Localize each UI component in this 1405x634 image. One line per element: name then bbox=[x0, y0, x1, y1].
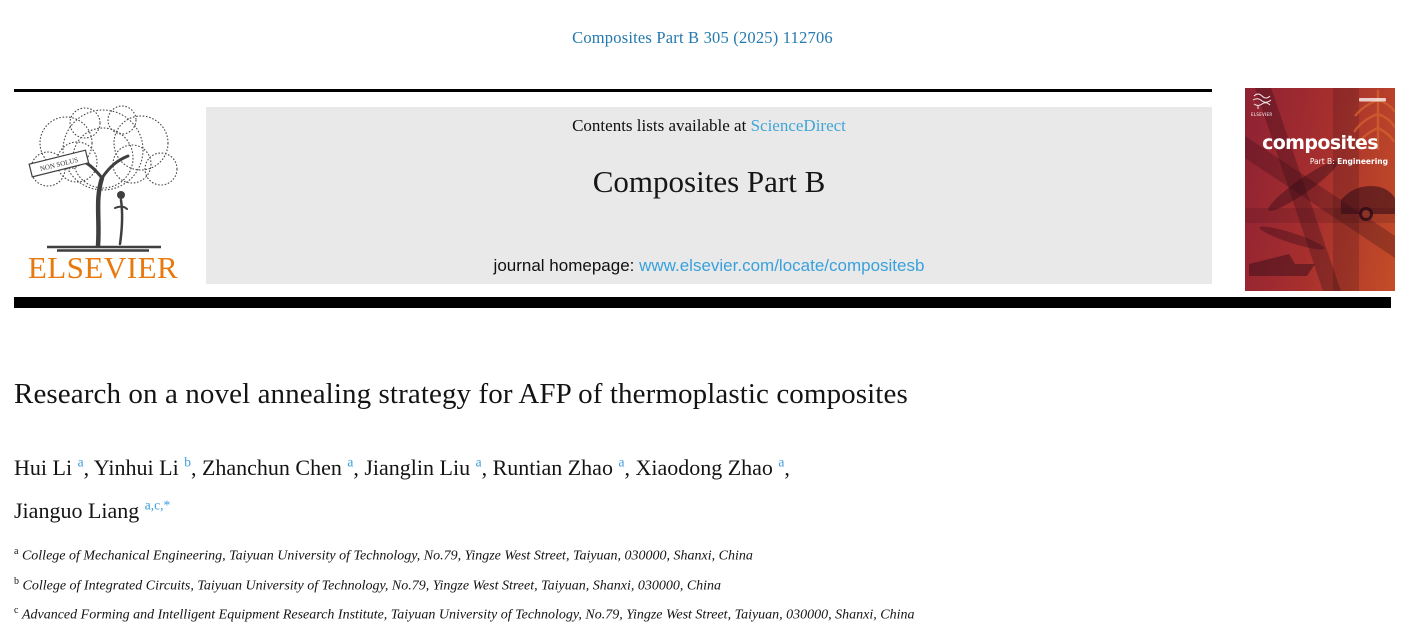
masthead-divider-rule bbox=[14, 297, 1391, 308]
affiliation-text: College of Integrated Circuits, Taiyuan … bbox=[22, 578, 722, 594]
author: Jianguo Liang a,c,* bbox=[14, 497, 171, 523]
journal-title: Composites Part B bbox=[592, 164, 826, 199]
author-affiliation-sup[interactable]: a bbox=[347, 455, 354, 470]
author-affiliation-sup[interactable]: a bbox=[778, 455, 785, 470]
journal-masthead: Contents lists available at ScienceDirec… bbox=[206, 107, 1212, 284]
author-affiliation-sup[interactable]: a bbox=[77, 455, 84, 470]
cover-journal-title: composites bbox=[1262, 132, 1378, 154]
affiliation: a College of Mechanical Engineering, Tai… bbox=[14, 539, 915, 569]
authors-line-1: Hui Li a, Yinhui Li b, Zhanchun Chen a, … bbox=[14, 455, 790, 481]
cover-art bbox=[1245, 88, 1395, 291]
cover-elsevier-mark: ELSEVIER bbox=[1251, 112, 1273, 117]
author-affiliation-sup[interactable]: a,c,* bbox=[144, 497, 171, 513]
affiliation-text: College of Mechanical Engineering, Taiyu… bbox=[21, 548, 753, 564]
journal-citation-link[interactable]: Composites Part B 305 (2025) 112706 bbox=[572, 28, 833, 47]
affiliation-text: Advanced Forming and Intelligent Equipme… bbox=[21, 607, 915, 623]
affiliation-sup: a bbox=[14, 546, 19, 557]
author-list: Hui Li a, Yinhui Li b, Zhanchun Chen a, … bbox=[14, 444, 790, 529]
authors-line-2: Jianguo Liang a,c,* bbox=[14, 486, 790, 528]
affiliation-sup: c bbox=[14, 605, 19, 617]
contents-line: Contents lists available at ScienceDirec… bbox=[206, 116, 1212, 136]
affiliation-sup: b bbox=[14, 575, 19, 587]
author-affiliation-sup[interactable]: b bbox=[184, 455, 191, 470]
journal-cover-thumbnail[interactable]: ELSEVIER composites Part B: Engineering bbox=[1245, 88, 1395, 291]
elsevier-wordmark: ELSEVIER bbox=[27, 250, 179, 285]
elsevier-logo[interactable]: NON SOLUS ELSEVIER bbox=[14, 102, 192, 286]
author: Hui Li a bbox=[14, 455, 84, 481]
affiliation-list: a College of Mechanical Engineering, Tai… bbox=[14, 539, 915, 628]
cover-journal-subtitle: Part B: Engineering bbox=[1309, 157, 1388, 166]
masthead-top-rule bbox=[14, 89, 1212, 92]
article-title: Research on a novel annealing strategy f… bbox=[14, 378, 908, 410]
affiliation: b College of Integrated Circuits, Taiyua… bbox=[14, 569, 915, 599]
author: Runtian Zhao a bbox=[492, 455, 625, 481]
journal-homepage-line: journal homepage: www.elsevier.com/locat… bbox=[206, 256, 1212, 276]
author: Xiaodong Zhao a bbox=[635, 455, 785, 481]
homepage-label: journal homepage: bbox=[493, 256, 640, 275]
journal-homepage-link[interactable]: www.elsevier.com/locate/compositesb bbox=[639, 256, 925, 275]
contents-line-text: Contents lists available at bbox=[572, 116, 751, 135]
elsevier-tree-icon: NON SOLUS bbox=[28, 105, 178, 252]
author: Yinhui Li b bbox=[93, 455, 191, 481]
author-affiliation-sup[interactable]: a bbox=[618, 455, 625, 470]
author: Zhanchun Chen a bbox=[201, 455, 354, 481]
author: Jianglin Liu a bbox=[364, 455, 482, 481]
sciencedirect-link[interactable]: ScienceDirect bbox=[750, 116, 846, 135]
author-affiliation-sup[interactable]: a bbox=[475, 455, 482, 470]
affiliation: c Advanced Forming and Intelligent Equip… bbox=[14, 598, 915, 628]
